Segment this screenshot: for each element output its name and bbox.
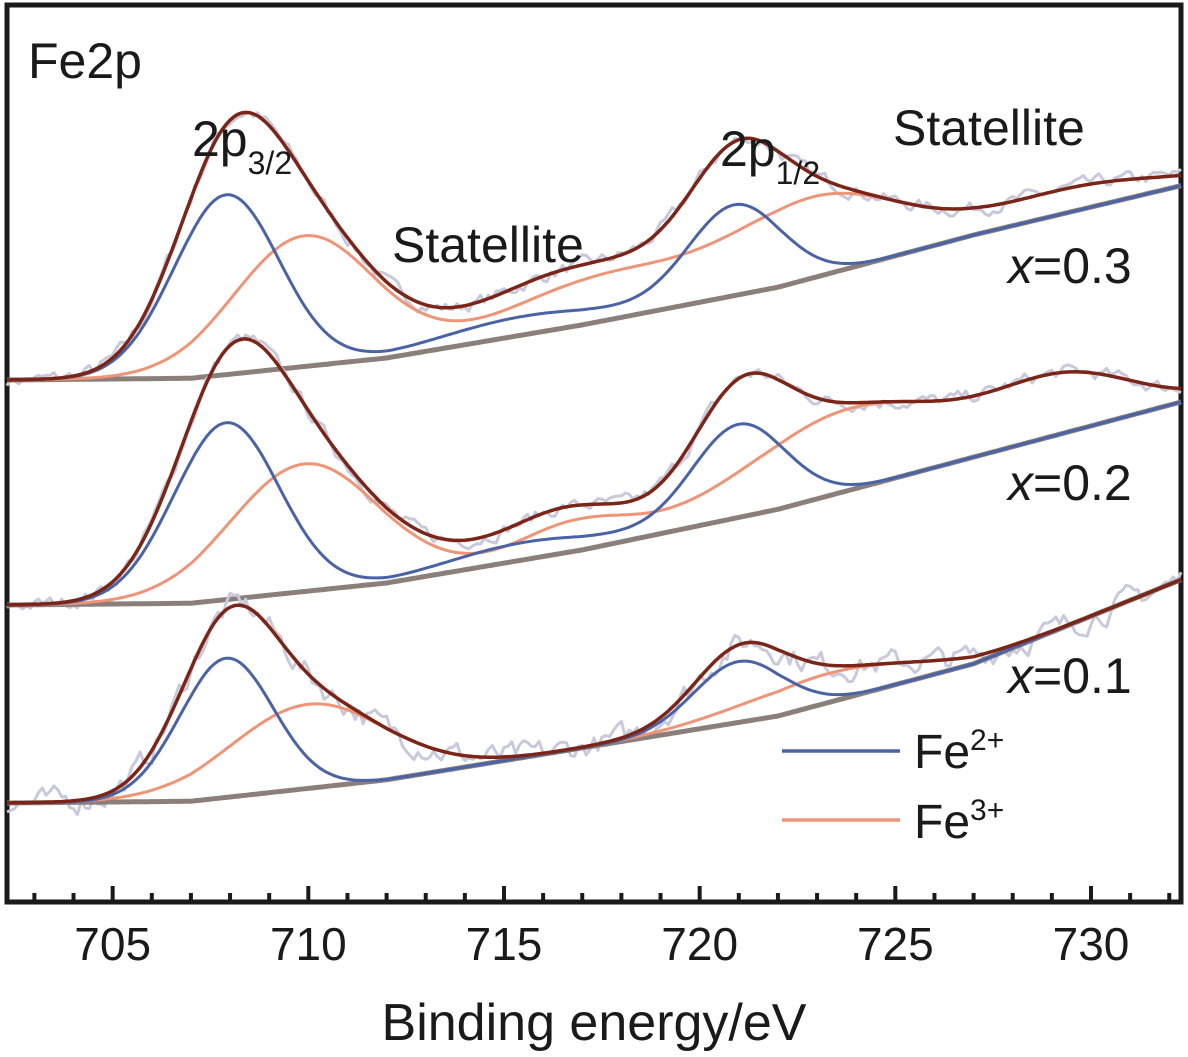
envelope-x03 (7, 110, 1182, 382)
envelope-x02 (7, 337, 1182, 607)
fe2-fit-x02 (6, 400, 1182, 607)
fe2-fit-x03 (6, 184, 1182, 382)
sample-label-x03: x=0.3 (1006, 238, 1132, 294)
envelope-x01 (7, 578, 1182, 805)
sample-label-x02: x=0.2 (1006, 455, 1132, 511)
x-tick-label-720: 720 (661, 918, 738, 970)
x-tick-label-725: 725 (857, 918, 934, 970)
spectra-group (5, 110, 1183, 817)
legend-label-fe2: Fe2+ (914, 724, 1004, 779)
legend-label-fe3: Fe3+ (914, 794, 1004, 849)
x-tick-label-710: 710 (270, 918, 347, 970)
x-tick-label-715: 715 (466, 918, 543, 970)
sample-label-x01: x=0.1 (1006, 648, 1132, 704)
legend: Fe2+ Fe3+ (782, 724, 1004, 849)
x-axis: 705 710 715 720 725 730 (32, 886, 1172, 970)
x-tick-label-730: 730 (1053, 918, 1130, 970)
peak-label-2p32: 2p3/2 (192, 111, 292, 181)
panel-label: Fe2p (28, 33, 142, 89)
x-tick-label-705: 705 (74, 918, 151, 970)
satellite-label-left: Statellite (392, 217, 584, 273)
satellite-label-right: Statellite (893, 100, 1085, 156)
x-axis-label: Binding energy/eV (382, 994, 807, 1052)
peak-label-2p12: 2p1/2 (720, 121, 820, 191)
raw-spectrum-x01 (6, 571, 1183, 817)
